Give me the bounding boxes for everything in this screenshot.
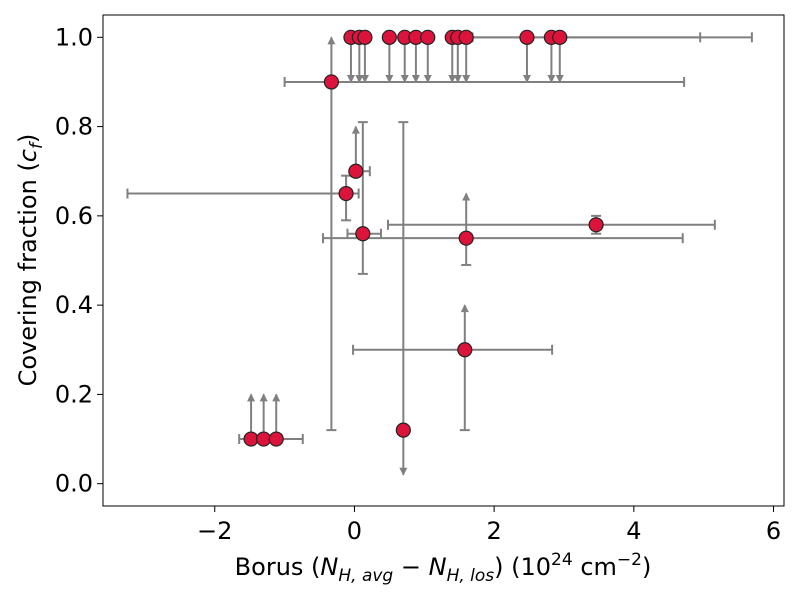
data-point [588,217,604,233]
x-axis-label: Borus (NH, avg − NH, los) (1024 cm−2) [235,550,652,586]
error-bar [322,192,684,266]
x-tick-label: −2 [197,517,232,545]
error-bar [352,304,554,432]
data-point [243,431,259,447]
data-point [348,163,364,179]
data-point [458,230,474,246]
x-axis: −2 0 2 4 6 [197,506,781,545]
data-point [458,29,474,45]
y-tick-label: 0.2 [55,380,93,408]
error-bar [386,214,716,235]
data-point [381,29,397,45]
error-bar [346,121,382,275]
plot-area [126,29,753,476]
data-point [256,431,272,447]
data-point [457,342,473,358]
data-point [323,74,339,90]
data-point [268,431,284,447]
x-tick-label: 6 [766,517,781,545]
plot-frame [102,14,785,507]
x-tick-label: 2 [486,517,501,545]
data-point [357,29,373,45]
data-point [519,29,535,45]
error-bar [471,32,753,83]
error-bar [126,174,360,222]
data-points [243,29,604,447]
data-point [420,29,436,45]
y-tick-label: 0.8 [55,113,93,141]
data-point [395,422,411,438]
x-tick-label: 4 [626,517,641,545]
error-bar [462,32,702,83]
y-tick-label: 1.0 [55,23,93,51]
error-bar [283,36,686,432]
y-tick-label: 0.6 [55,202,93,230]
error-bars [126,32,753,476]
y-tick-label: 0.0 [55,470,93,498]
x-tick-label: 0 [347,517,362,545]
y-axis-label: Covering fraction (cf) [14,134,47,387]
data-point [355,226,371,242]
data-point [338,185,354,202]
data-point [552,29,568,45]
y-axis: 0.0 0.2 0.4 0.6 0.8 1.0 [55,23,103,498]
y-tick-label: 0.4 [55,291,93,319]
